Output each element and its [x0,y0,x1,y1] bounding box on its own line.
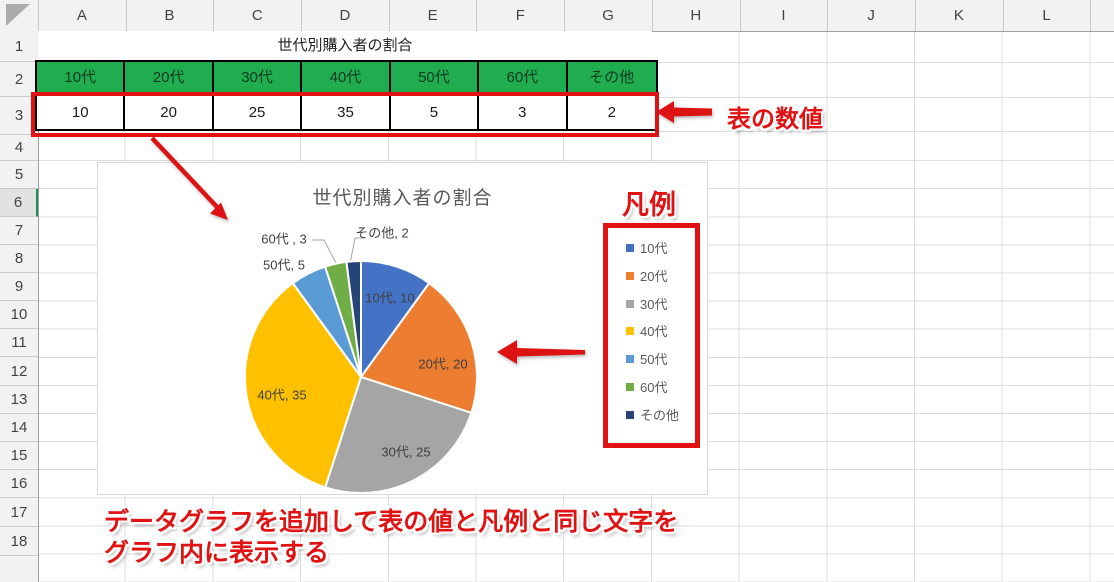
table-value-cell[interactable]: 5 [390,96,480,129]
legend-swatch-20s [626,271,634,280]
column-header[interactable]: J [827,0,916,31]
pie-chart-svg[interactable] [98,163,707,494]
leader-line-other [349,237,366,265]
legend-swatch-other [626,410,634,419]
pie-slice-10代[interactable] [360,259,431,381]
pie-chart-object[interactable]: 世代別購入者の割合 10代, 10 20代, 20 30代, 25 40代, 3… [97,162,708,495]
row-header[interactable]: 18 [0,527,38,556]
column-header[interactable]: G [564,0,653,31]
pie-data-label: 60代 , 3 [261,231,307,247]
select-all-corner[interactable] [0,0,39,31]
table-header-cell[interactable]: 50代 [390,62,480,96]
legend-highlight-box [603,223,700,448]
table-value-cell[interactable]: 20 [125,96,214,129]
row-header-bar: 1 2 3 4 5 6 7 8 9 10 11 12 13 14 15 16 1… [0,31,39,582]
gridline [657,97,1114,98]
pie-slice-20代[interactable] [359,281,478,415]
legend-label: 60代 [640,380,668,395]
pie-data-label: 10代, 10 [365,290,415,306]
bottom-note-line2: グラフ内に表示する [104,539,330,567]
legend-label: 40代 [640,324,668,339]
table-header-cell[interactable]: 40代 [302,62,391,96]
row-header[interactable]: 5 [0,161,38,189]
table-header-cell[interactable]: その他 [567,62,656,96]
legend-annotation-label: 凡例 [622,190,676,220]
table-value-cell[interactable]: 2 [567,96,656,129]
column-header[interactable]: K [915,0,1004,31]
column-header[interactable]: L [1003,0,1092,31]
pie-data-label: 20代, 20 [418,356,468,372]
row-header-selected[interactable]: 6 [0,189,38,217]
legend-swatch-50s [626,354,634,363]
row-header[interactable]: 12 [0,357,38,386]
legend-swatch-30s [626,299,634,308]
column-header[interactable]: I [740,0,829,31]
chart-title[interactable]: 世代別購入者の割合 [312,188,493,209]
pie-slice-その他[interactable] [345,259,362,378]
gridline [657,62,1114,63]
values-row-highlight-box [31,92,659,137]
table-values-annotation-label: 表の数値 [727,106,823,133]
row-header[interactable]: 8 [0,245,38,273]
table-value-cell[interactable]: 10 [37,96,126,129]
legend-label: 20代 [640,269,668,284]
legend-label: その他 [640,408,680,423]
pie-data-label: その他, 2 [355,225,409,241]
column-header[interactable]: C [213,0,303,31]
row-header[interactable]: 11 [0,329,38,357]
row-header[interactable]: 13 [0,386,38,414]
gridline [657,131,1114,132]
table-value-cell[interactable]: 3 [479,96,568,129]
row-header[interactable]: 15 [0,442,38,470]
column-header[interactable]: F [477,0,566,31]
legend-swatch-10s [626,243,634,252]
column-header[interactable]: H [652,0,741,31]
legend-swatch-40s [626,326,634,335]
row-header[interactable]: 10 [0,301,38,329]
row-header[interactable]: 2 [0,62,38,97]
row-header[interactable]: 1 [0,31,38,62]
sheet-title-cell[interactable]: 世代別購入者の割合 [38,31,652,61]
legend-swatch-60s [626,382,634,391]
table-value-cell[interactable]: 25 [213,96,303,129]
column-header[interactable]: D [301,0,390,31]
pie-data-label: 50代, 5 [263,257,305,273]
column-header-bar: A B C D E F G H I J K L [0,0,1114,32]
pie-slice-40代[interactable] [244,281,363,489]
column-header[interactable]: A [38,0,127,31]
row-header[interactable]: 9 [0,273,38,301]
legend-label: 10代 [640,241,668,256]
table-header-cell[interactable]: 30代 [213,62,303,96]
row-header[interactable]: 4 [0,135,38,161]
table-header-cell[interactable]: 60代 [479,62,568,96]
row-header[interactable]: 16 [0,470,38,498]
bottom-note-line1: データグラフを追加して表の値と凡例と同じ文字を [104,508,679,536]
row-header[interactable]: 14 [0,414,38,442]
row-header[interactable]: 7 [0,217,38,245]
pie-slice-30代[interactable] [323,375,473,494]
legend-label: 30代 [640,297,668,312]
pie-data-label: 40代, 35 [257,387,307,403]
table-value-cell[interactable]: 35 [302,96,391,129]
pie-data-label: 30代, 25 [381,444,431,460]
row-header[interactable]: 3 [0,97,38,135]
select-all-triangle-icon [6,4,30,26]
column-header[interactable]: E [389,0,478,31]
table-header-cell[interactable]: 10代 [37,62,126,96]
row-header[interactable]: 17 [0,498,38,527]
legend-label: 50代 [640,352,668,367]
column-header[interactable]: B [126,0,215,31]
table-header-cell[interactable]: 20代 [125,62,214,96]
leader-line-60s [312,239,338,266]
